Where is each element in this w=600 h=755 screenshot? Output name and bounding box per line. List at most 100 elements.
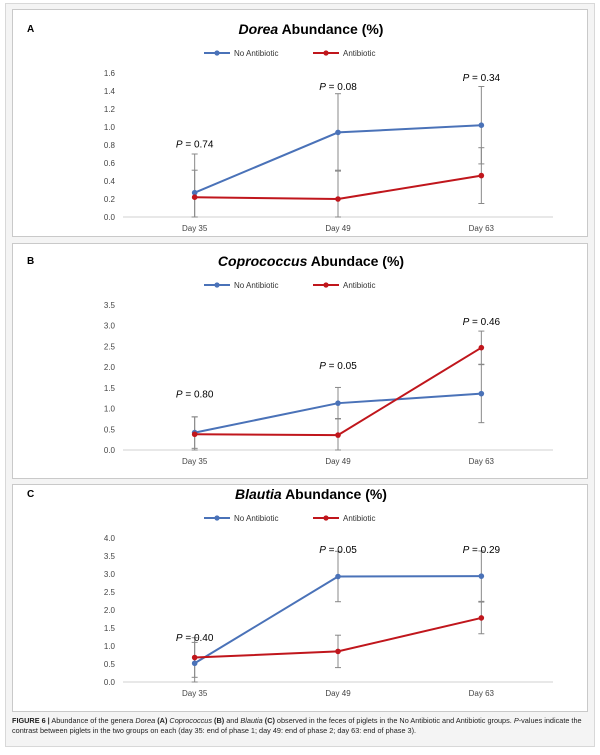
y-tick-label: 4.0: [104, 534, 116, 543]
chart-title: Dorea Abundance (%): [239, 21, 384, 37]
x-tick-label: Day 63: [469, 689, 495, 698]
legend-marker: [214, 282, 220, 288]
p-value-text: = 0.08: [326, 82, 357, 93]
panel-letter: C: [27, 489, 34, 500]
p-value-annotation: P = 0.05: [319, 361, 357, 372]
chart-title-genus: Coprococcus: [218, 253, 308, 269]
data-point: [191, 654, 198, 661]
caption-part: Coprococcus: [169, 716, 213, 725]
panel-letter: A: [27, 24, 34, 35]
p-value-text: = 0.05: [326, 361, 357, 372]
x-tick-label: Day 35: [182, 689, 208, 698]
panel-a-dorea: A Dorea Abundance (%) No Antibiotic Antibio…: [12, 9, 588, 237]
data-point: [191, 660, 198, 667]
y-tick-label: 0.5: [104, 425, 116, 434]
figure-label: FIGURE 6 |: [12, 716, 50, 725]
panel-letter: B: [27, 256, 34, 267]
legend-marker: [214, 515, 220, 521]
y-tick-label: 1.0: [104, 642, 116, 651]
y-tick-label: 1.6: [104, 69, 116, 78]
p-value-annotation: P = 0.08: [319, 82, 357, 93]
y-tick-label: 1.5: [104, 384, 116, 393]
data-point: [478, 122, 485, 128]
p-value-annotation: P = 0.74: [176, 139, 214, 150]
panel-c-blautia: C Blautia Abundance (%) No Antibiotic Antib…: [12, 484, 588, 712]
p-value-text: = 0.74: [183, 139, 214, 150]
p-letter: P: [176, 389, 183, 400]
legend-label: Antibiotic: [343, 514, 375, 523]
data-point: [335, 432, 341, 438]
p-value-annotation: P = 0.80: [176, 389, 214, 400]
x-tick-label: Day 63: [469, 224, 495, 233]
caption-part: (A): [157, 716, 168, 725]
y-tick-label: 0.0: [104, 446, 116, 455]
y-tick-label: 1.4: [104, 87, 116, 96]
p-letter: P: [176, 139, 183, 150]
data-point: [478, 615, 485, 621]
x-tick-label: Day 63: [469, 457, 495, 466]
p-value-annotation: P = 0.34: [463, 73, 501, 84]
x-tick-label: Day 35: [182, 224, 208, 233]
legend-marker: [323, 50, 329, 56]
p-value-text: = 0.80: [183, 389, 214, 400]
p-letter: P: [463, 73, 470, 84]
y-tick-label: 0.0: [104, 678, 116, 687]
y-tick-label: 2.5: [104, 342, 116, 351]
legend-label: Antibiotic: [343, 281, 375, 290]
data-point: [478, 172, 485, 179]
data-point: [478, 573, 485, 579]
caption-part: (B): [214, 716, 225, 725]
p-value-annotation: P = 0.40: [176, 633, 214, 644]
y-tick-label: 0.6: [104, 159, 116, 168]
y-tick-label: 0.2: [104, 195, 116, 204]
data-point: [478, 344, 485, 351]
caption-part: (C): [264, 716, 275, 725]
legend-label: Antibiotic: [343, 49, 375, 58]
p-letter: P: [463, 317, 470, 328]
chart-title-rest: Abundance (%): [282, 486, 387, 502]
caption-part: -values indicate the contrast between pi…: [12, 716, 582, 735]
y-tick-label: 1.5: [104, 624, 116, 633]
legend-marker: [323, 282, 329, 288]
data-point: [191, 431, 198, 438]
data-point: [335, 129, 341, 136]
p-letter: P: [319, 545, 326, 556]
caption-part: and: [224, 716, 241, 725]
figure-page: A Dorea Abundance (%) No Antibiotic Antibio…: [5, 3, 595, 747]
y-tick-label: 2.0: [104, 606, 116, 615]
p-letter: P: [463, 545, 470, 556]
legend-marker: [323, 515, 329, 521]
chart-title-rest: Abundace (%): [307, 253, 404, 269]
p-value-text: = 0.46: [469, 317, 500, 328]
y-tick-label: 0.0: [104, 213, 116, 222]
chart-title: Blautia Abundance (%): [235, 486, 387, 502]
p-value-text: = 0.34: [469, 73, 500, 84]
y-tick-label: 1.0: [104, 123, 116, 132]
y-tick-label: 1.2: [104, 105, 116, 114]
legend-marker: [214, 50, 220, 56]
chart-title-genus: Dorea: [239, 21, 279, 37]
caption-part: P: [513, 716, 519, 725]
data-point: [335, 196, 341, 202]
y-tick-label: 0.4: [104, 177, 116, 186]
chart-a-svg: A Dorea Abundance (%) No Antibiotic Antibio…: [27, 21, 553, 233]
x-tick-label: Day 49: [325, 689, 351, 698]
p-letter: P: [319, 361, 326, 372]
p-letter: P: [319, 82, 326, 93]
chart-c-svg: C Blautia Abundance (%) No Antibiotic Antib…: [27, 486, 553, 698]
p-letter: P: [176, 633, 183, 644]
y-tick-label: 3.0: [104, 570, 116, 579]
data-point: [191, 189, 198, 196]
y-tick-label: 2.0: [104, 363, 116, 372]
x-tick-label: Day 49: [325, 224, 351, 233]
data-point: [335, 648, 341, 655]
y-tick-label: 3.5: [104, 552, 116, 561]
data-point: [478, 390, 485, 397]
x-tick-label: Day 35: [182, 457, 208, 466]
p-value-annotation: P = 0.29: [463, 545, 501, 556]
data-point: [191, 194, 198, 200]
caption-part: observed in the feces of piglets in the …: [274, 716, 514, 725]
caption-part: Dorea: [135, 716, 156, 725]
data-point: [335, 573, 341, 580]
chart-title-rest: Abundance (%): [278, 21, 383, 37]
